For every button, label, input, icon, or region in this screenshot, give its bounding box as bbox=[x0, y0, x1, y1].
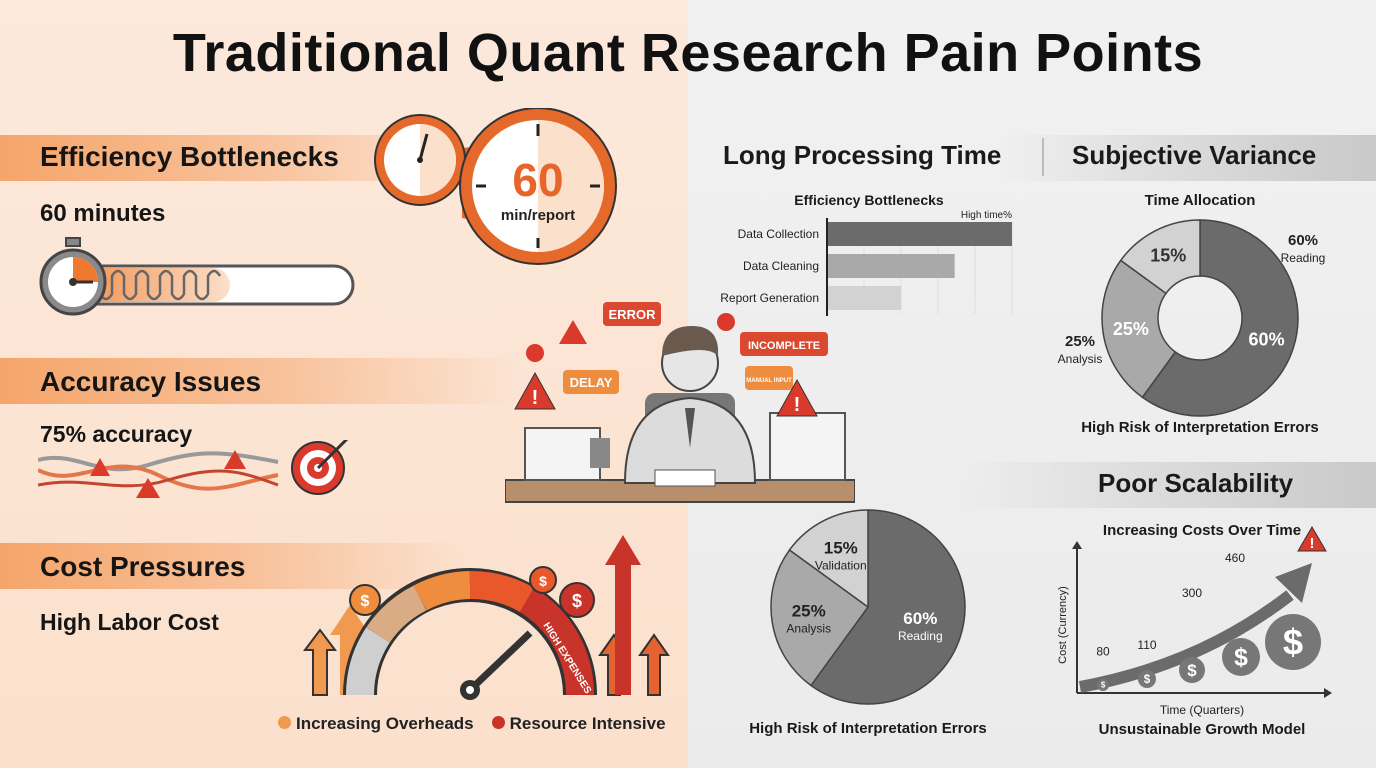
growth-arrowhead bbox=[1275, 563, 1312, 603]
slice-label: Reading bbox=[898, 629, 943, 643]
dollar-coin-icon bbox=[1265, 614, 1321, 670]
dollar-coin-icon bbox=[1138, 670, 1156, 688]
svg-text:!: ! bbox=[1310, 535, 1315, 552]
bubble-delay: DELAY bbox=[570, 375, 613, 390]
legend-item-overheads: Increasing Overheads bbox=[278, 714, 474, 734]
efficiency-bar-chart: Efficiency Bottlenecks High time% Data C… bbox=[720, 192, 1013, 316]
bar bbox=[827, 286, 901, 310]
svg-text:$: $ bbox=[539, 573, 547, 589]
accuracy-heading: Accuracy Issues bbox=[40, 366, 262, 397]
accuracy-band bbox=[0, 358, 520, 404]
slice-value: 15% bbox=[824, 539, 858, 558]
stressed-analyst-illustration: ERROR INCOMPLETE DELAY MANUAL INPUT ! ! bbox=[505, 302, 855, 503]
dollar-coin-icon bbox=[1097, 679, 1109, 691]
slice-value: 15% bbox=[1150, 246, 1186, 266]
clock-number: 60 bbox=[512, 154, 563, 206]
scalability-heading: Poor Scalability bbox=[1098, 468, 1294, 498]
clock-icon: 60 min/report bbox=[374, 108, 617, 265]
pie-slice bbox=[1141, 219, 1299, 417]
pie-slice bbox=[809, 509, 966, 705]
dollar-sign: $ bbox=[1101, 681, 1106, 690]
bar-chart-title: Efficiency Bottlenecks bbox=[794, 192, 944, 208]
clock-unit: min/report bbox=[501, 207, 575, 224]
right-top-band bbox=[1000, 135, 1376, 181]
subjective-heading: Subjective Variance bbox=[1072, 140, 1317, 170]
time-allocation-donut: Time Allocation 60% 60% Reading 25% 25% Analy… bbox=[1058, 192, 1326, 436]
pie-slice bbox=[1119, 219, 1201, 295]
cost-gauge-icon: HIGH EXPENSES $ $ $ bbox=[303, 535, 670, 700]
line-caption: Unsustainable Growth Model bbox=[1099, 721, 1306, 738]
pie-caption: High Risk of Interpretation Errors bbox=[749, 720, 987, 737]
wavy-paths-target-icon bbox=[38, 440, 349, 498]
outer-label: Reading bbox=[1281, 251, 1326, 265]
dollar-sign: $ bbox=[1187, 661, 1197, 680]
pie-slice bbox=[1101, 259, 1177, 399]
pie-slice bbox=[788, 509, 869, 609]
outer-label: Analysis bbox=[1058, 352, 1103, 366]
stopwatch-progress-icon bbox=[39, 237, 355, 316]
svg-text:!: ! bbox=[794, 394, 801, 416]
scalability-band bbox=[960, 462, 1376, 508]
bubble-manual-input: MANUAL INPUT bbox=[746, 378, 792, 384]
line-ylabel: Cost (Currency) bbox=[1057, 586, 1069, 664]
growth-line bbox=[1078, 590, 1294, 693]
pie-slice bbox=[770, 548, 870, 687]
point-label: 110 bbox=[1137, 638, 1156, 652]
dollar-sign: $ bbox=[1234, 645, 1248, 672]
dollar-sign: $ bbox=[1283, 622, 1303, 663]
line-title: Increasing Costs Over Time bbox=[1103, 522, 1301, 539]
svg-text:$: $ bbox=[572, 591, 582, 611]
line-xlabel: Time (Quarters) bbox=[1160, 703, 1244, 717]
dollar-sign: $ bbox=[1144, 673, 1151, 686]
time-allocation-pie: 60%Reading 25%Analysis 15%Validation High … bbox=[749, 509, 987, 737]
cost-value: High Labor Cost bbox=[40, 609, 219, 635]
cost-band bbox=[0, 543, 470, 589]
bar bbox=[827, 254, 955, 278]
slice-value: 25% bbox=[1113, 319, 1149, 339]
outer-value: 60% bbox=[1288, 232, 1318, 249]
bubble-error: ERROR bbox=[609, 307, 657, 322]
bubble-incomplete: INCOMPLETE bbox=[748, 340, 820, 352]
accuracy-value: 75% accuracy bbox=[40, 421, 193, 447]
bar-label: Data Collection bbox=[738, 227, 819, 241]
efficiency-heading: Efficiency Bottlenecks bbox=[40, 141, 339, 172]
point-label: 300 bbox=[1182, 586, 1202, 600]
slice-label: Analysis bbox=[786, 621, 831, 635]
header-divider bbox=[1042, 138, 1044, 176]
bar-label: Report Generation bbox=[720, 291, 819, 305]
point-label: 80 bbox=[1096, 644, 1110, 658]
slice-value: 25% bbox=[792, 601, 826, 620]
cost-growth-chart: Increasing Costs Over Time Cost (Currenc… bbox=[1057, 522, 1332, 738]
donut-title: Time Allocation bbox=[1145, 192, 1256, 209]
cost-legend: Increasing Overheads Resource Intensive bbox=[278, 714, 666, 734]
efficiency-value: 60 minutes bbox=[40, 200, 166, 227]
page-title: Traditional Quant Research Pain Points bbox=[172, 23, 1204, 83]
point-label: 460 bbox=[1225, 551, 1245, 565]
slice-value: 60% bbox=[903, 609, 937, 628]
legend-item-resource: Resource Intensive bbox=[491, 714, 666, 734]
slice-value: 60% bbox=[1249, 330, 1285, 350]
svg-text:$: $ bbox=[361, 593, 370, 610]
bar-chart-xlabel: High time% bbox=[961, 210, 1012, 221]
bar-label: Data Cleaning bbox=[743, 259, 819, 273]
bar bbox=[827, 222, 1012, 246]
svg-text:!: ! bbox=[532, 387, 539, 409]
cost-heading: Cost Pressures bbox=[40, 551, 246, 582]
donut-caption: High Risk of Interpretation Errors bbox=[1081, 419, 1319, 436]
dollar-coin-icon bbox=[1179, 657, 1205, 683]
outer-value: 25% bbox=[1065, 333, 1095, 350]
slice-label: Validation bbox=[815, 559, 867, 573]
dollar-coin-icon bbox=[1222, 638, 1260, 676]
long-processing-heading: Long Processing Time bbox=[723, 140, 1002, 170]
